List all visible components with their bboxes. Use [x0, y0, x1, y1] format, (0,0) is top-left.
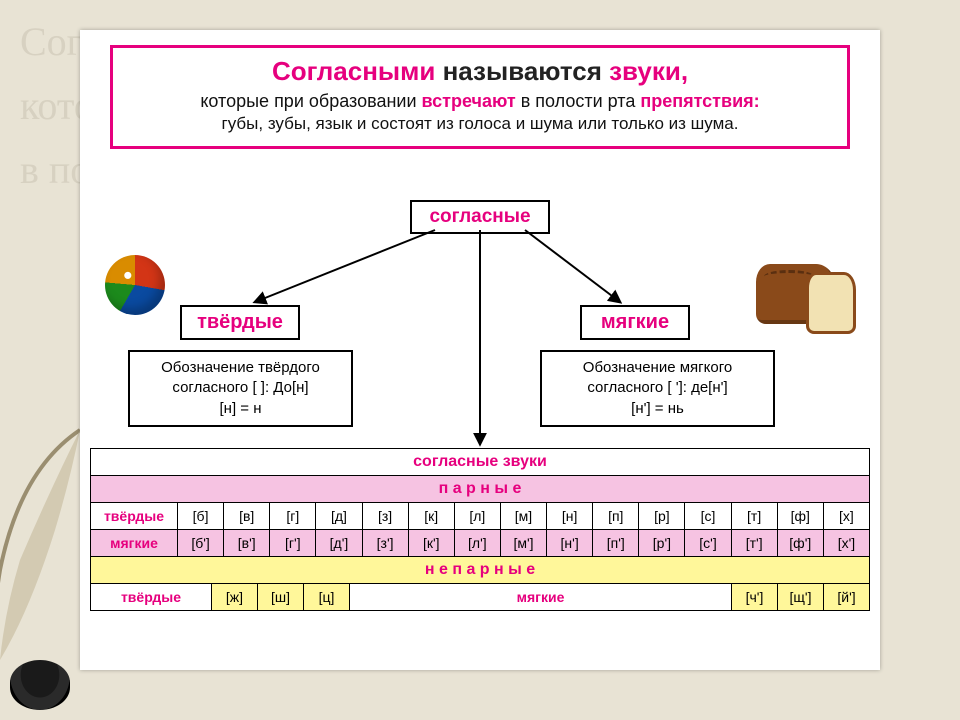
bread-icon	[752, 258, 862, 336]
table-cell: [ж]	[211, 584, 257, 610]
definition-line2: которые при образовании встречают в поло…	[127, 91, 833, 112]
inkpot-icon	[10, 660, 70, 710]
table-cell: [к']	[408, 530, 454, 556]
table-cell: [ф']	[777, 530, 823, 556]
title-word-1: Согласными	[272, 56, 435, 86]
table-cell: [б']	[177, 530, 223, 556]
table-cell: [р]	[638, 503, 684, 529]
title-word-2: называются	[443, 56, 602, 86]
table-cell: [г]	[269, 503, 315, 529]
consonants-table: согласные звуки п а р н ы е твёрдые[б][в…	[90, 448, 870, 611]
table-cell: [с']	[684, 530, 730, 556]
table-cell: [з]	[362, 503, 408, 529]
definition-title: Согласными называются звуки,	[127, 56, 833, 87]
table-cell: [с]	[684, 503, 730, 529]
table-cell: [л]	[454, 503, 500, 529]
table-cell: [т']	[731, 530, 777, 556]
row-soft: мягкие[б'][в'][г'][д'][з'][к'][л'][м'][н…	[91, 529, 869, 556]
table-cell: [ч']	[731, 584, 777, 610]
table-cell: [п]	[592, 503, 638, 529]
table-cell: [н]	[546, 503, 592, 529]
content-panel: Согласными называются звуки, которые при…	[80, 30, 880, 670]
table-cell: [й']	[823, 584, 869, 610]
table-cell: твёрдые	[91, 584, 211, 610]
definition-line3: губы, зубы, язык и состоят из голоса и ш…	[127, 114, 833, 134]
table-cell: [м']	[500, 530, 546, 556]
table-cell: [в']	[223, 530, 269, 556]
table-cell: [ц]	[303, 584, 349, 610]
node-hard: твёрдые	[180, 305, 300, 340]
title-word-3: звуки,	[609, 56, 688, 86]
table-cell: [ф]	[777, 503, 823, 529]
desc-hard: Обозначение твёрдого согласного [ ]: До[…	[128, 350, 353, 427]
table-cell: [м]	[500, 503, 546, 529]
unpaired-header: н е п а р н ы е	[91, 557, 869, 583]
table-cell: [п']	[592, 530, 638, 556]
beach-ball-icon	[105, 255, 165, 315]
table-cell: [з']	[362, 530, 408, 556]
table-cell: мягкие	[91, 530, 177, 556]
table-cell: [х']	[823, 530, 869, 556]
node-consonants: согласные	[410, 200, 550, 234]
table-cell: [д]	[315, 503, 361, 529]
table-cell: [х]	[823, 503, 869, 529]
table-cell: [д']	[315, 530, 361, 556]
table-cell: мягкие	[349, 584, 731, 610]
table-cell: [ш]	[257, 584, 303, 610]
table-cell: [в]	[223, 503, 269, 529]
definition-box: Согласными называются звуки, которые при…	[110, 45, 850, 149]
table-cell: [р']	[638, 530, 684, 556]
table-title: согласные звуки	[91, 449, 869, 475]
table-cell: [т]	[731, 503, 777, 529]
row-unpaired: твёрдые[ж][ш][ц]мягкие[ч'][щ'][й']	[91, 583, 869, 610]
node-soft: мягкие	[580, 305, 690, 340]
table-cell: [г']	[269, 530, 315, 556]
table-cell: [л']	[454, 530, 500, 556]
table-cell: [щ']	[777, 584, 823, 610]
paired-header: п а р н ы е	[91, 476, 869, 502]
row-hard: твёрдые[б][в][г][д][з][к][л][м][н][п][р]…	[91, 502, 869, 529]
table-cell: [б]	[177, 503, 223, 529]
table-cell: [н']	[546, 530, 592, 556]
table-cell: [к]	[408, 503, 454, 529]
desc-soft: Обозначение мягкого согласного [ ']: де[…	[540, 350, 775, 427]
table-cell: твёрдые	[91, 503, 177, 529]
